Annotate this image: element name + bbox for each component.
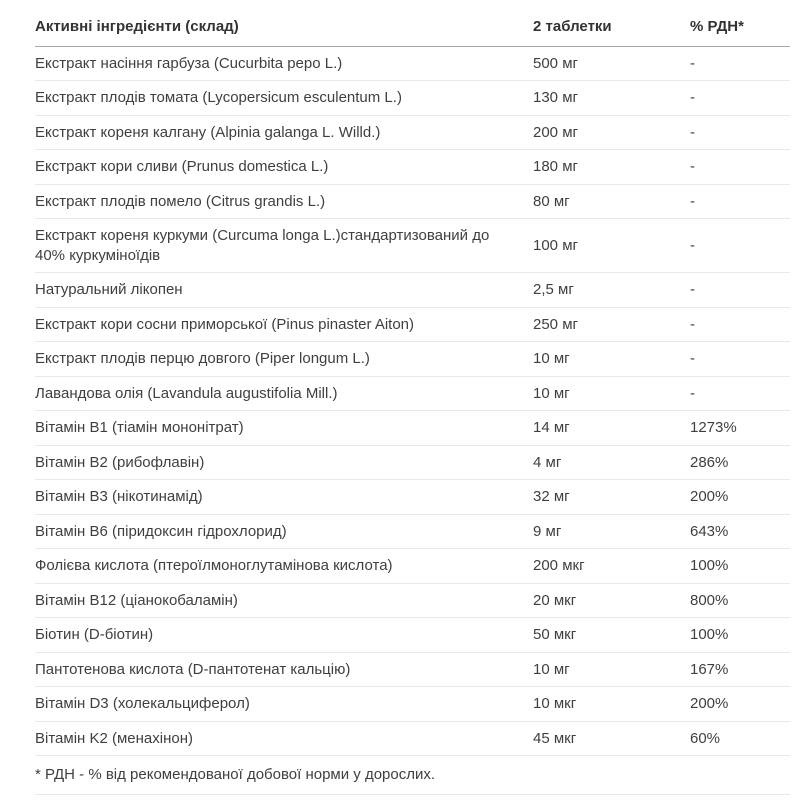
ingredient-amount-cell: 10 мг (533, 376, 690, 411)
ingredient-amount-cell: 50 мкг (533, 617, 690, 653)
table-row: Екстракт кори сосни приморської (Pinus p… (35, 307, 790, 342)
ingredient-amount-cell: 45 мкг (533, 721, 690, 756)
active-ingredients-table: Активні інгредієнти (склад) 2 таблетки %… (35, 10, 790, 756)
column-header-rdn-percent: % РДН* (690, 10, 790, 47)
ingredient-name-cell: Екстракт плодів томата (Lycopersicum esc… (35, 80, 533, 116)
table-row: Фолієва кислота (птероїлмоноглутамінова … (35, 548, 790, 584)
ingredient-rdn-cell: - (690, 307, 790, 342)
ingredient-amount-cell: 9 мг (533, 514, 690, 549)
ingredient-amount-cell: 10 мкг (533, 686, 690, 722)
ingredient-name-cell: Вітамін B6 (піридоксин гідрохлорид) (35, 514, 533, 549)
column-header-amount-per-2-tablets: 2 таблетки (533, 10, 690, 47)
ingredient-amount-cell: 180 мг (533, 149, 690, 185)
ingredient-rdn-cell: 800% (690, 583, 790, 618)
ingredient-name-cell: Вітамін B2 (рибофлавін) (35, 445, 533, 480)
ingredient-amount-cell: 80 мг (533, 184, 690, 219)
ingredient-rdn-cell: 286% (690, 445, 790, 480)
ingredient-rdn-cell: 643% (690, 514, 790, 549)
table-row: Екстракт насіння гарбуза (Cucurbita pepo… (35, 46, 790, 81)
ingredient-rdn-cell: 60% (690, 721, 790, 756)
ingredient-rdn-cell: - (690, 149, 790, 185)
ingredient-amount-cell: 250 мг (533, 307, 690, 342)
ingredient-amount-cell: 10 мг (533, 341, 690, 377)
ingredient-name-cell: Біотин (D-біотин) (35, 617, 533, 653)
ingredient-amount-cell: 20 мкг (533, 583, 690, 618)
ingredient-name-cell: Вітамін B12 (ціанокобаламін) (35, 583, 533, 618)
ingredient-rdn-cell: - (690, 46, 790, 81)
ingredient-rdn-cell: 200% (690, 479, 790, 515)
table-row: Екстракт плодів помело (Citrus grandis L… (35, 184, 790, 219)
table-row: Вітамін B6 (піридоксин гідрохлорид) 9 мг… (35, 514, 790, 549)
table-row: Вітамін B1 (тіамін мононітрат) 14 мг 127… (35, 410, 790, 446)
table-row: Екстракт кореня калгану (Alpinia galanga… (35, 115, 790, 150)
table-row: Натуральний лікопен 2,5 мг - (35, 272, 790, 308)
table-row: Пантотенова кислота (D-пантотенат кальці… (35, 652, 790, 687)
table-row: Екстракт кореня куркуми (Curcuma longa L… (35, 218, 790, 273)
ingredient-amount-cell: 32 мг (533, 479, 690, 515)
ingredient-amount-cell: 4 мг (533, 445, 690, 480)
table-row: Вітамін B2 (рибофлавін) 4 мг 286% (35, 445, 790, 480)
ingredient-rdn-cell: - (690, 115, 790, 150)
ingredient-name-cell: Натуральний лікопен (35, 272, 533, 308)
ingredient-amount-cell: 2,5 мг (533, 272, 690, 308)
table-row: Екстракт плодів перцю довгого (Piper lon… (35, 341, 790, 377)
ingredient-name-cell: Екстракт кореня калгану (Alpinia galanga… (35, 115, 533, 150)
ingredient-name-cell: Вітамін B3 (нікотинамід) (35, 479, 533, 515)
ingredient-name-cell: Пантотенова кислота (D-пантотенат кальці… (35, 652, 533, 687)
ingredient-rdn-cell: - (690, 80, 790, 116)
ingredient-name-cell: Екстракт кори сосни приморської (Pinus p… (35, 307, 533, 342)
ingredient-amount-cell: 200 мкг (533, 548, 690, 584)
table-row: Вітамін B12 (ціанокобаламін) 20 мкг 800% (35, 583, 790, 618)
ingredient-name-cell: Вітамін B1 (тіамін мононітрат) (35, 410, 533, 446)
ingredient-rdn-cell: 167% (690, 652, 790, 687)
ingredient-name-cell: Фолієва кислота (птероїлмоноглутамінова … (35, 548, 533, 584)
ingredient-amount-cell: 10 мг (533, 652, 690, 687)
ingredient-rdn-cell: - (690, 376, 790, 411)
ingredient-rdn-cell: - (690, 184, 790, 219)
ingredient-amount-cell: 200 мг (533, 115, 690, 150)
table-row: Лавандова олія (Lavandula augustifolia M… (35, 376, 790, 411)
ingredient-rdn-cell: 100% (690, 617, 790, 653)
ingredient-name-cell: Екстракт насіння гарбуза (Cucurbita pepo… (35, 46, 533, 81)
ingredient-rdn-cell: - (690, 341, 790, 377)
table-row: Вітамін D3 (холекальциферол) 10 мкг 200% (35, 686, 790, 722)
table-row: Вітамін K2 (менахінон) 45 мкг 60% (35, 721, 790, 756)
table-row: Екстракт плодів томата (Lycopersicum esc… (35, 80, 790, 116)
ingredient-amount-cell: 130 мг (533, 80, 690, 116)
ingredient-amount-cell: 100 мг (533, 218, 690, 273)
ingredient-rdn-cell: 100% (690, 548, 790, 584)
table-body: Екстракт насіння гарбуза (Cucurbita pepo… (35, 46, 790, 756)
column-header-ingredients: Активні інгредієнти (склад) (35, 10, 533, 47)
ingredient-rdn-cell: - (690, 218, 790, 273)
table-row: Екстракт кори сливи (Prunus domestica L.… (35, 149, 790, 185)
ingredient-name-cell: Екстракт кореня куркуми (Curcuma longa L… (35, 218, 533, 273)
ingredient-name-cell: Екстракт плодів помело (Citrus grandis L… (35, 184, 533, 219)
ingredient-rdn-cell: - (690, 272, 790, 308)
ingredient-name-cell: Екстракт кори сливи (Prunus domestica L.… (35, 149, 533, 185)
ingredient-name-cell: Вітамін K2 (менахінон) (35, 721, 533, 756)
ingredient-amount-cell: 500 мг (533, 46, 690, 81)
table-header-row: Активні інгредієнти (склад) 2 таблетки %… (35, 10, 790, 47)
ingredient-amount-cell: 14 мг (533, 410, 690, 446)
table-row: Вітамін B3 (нікотинамід) 32 мг 200% (35, 479, 790, 515)
rdn-footnote: * РДН - % від рекомендованої добової нор… (35, 756, 790, 795)
table-row: Біотин (D-біотин) 50 мкг 100% (35, 617, 790, 653)
ingredient-name-cell: Лавандова олія (Lavandula augustifolia M… (35, 376, 533, 411)
ingredient-rdn-cell: 200% (690, 686, 790, 722)
ingredient-name-cell: Екстракт плодів перцю довгого (Piper lon… (35, 341, 533, 377)
ingredient-name-cell: Вітамін D3 (холекальциферол) (35, 686, 533, 722)
ingredient-rdn-cell: 1273% (690, 410, 790, 446)
